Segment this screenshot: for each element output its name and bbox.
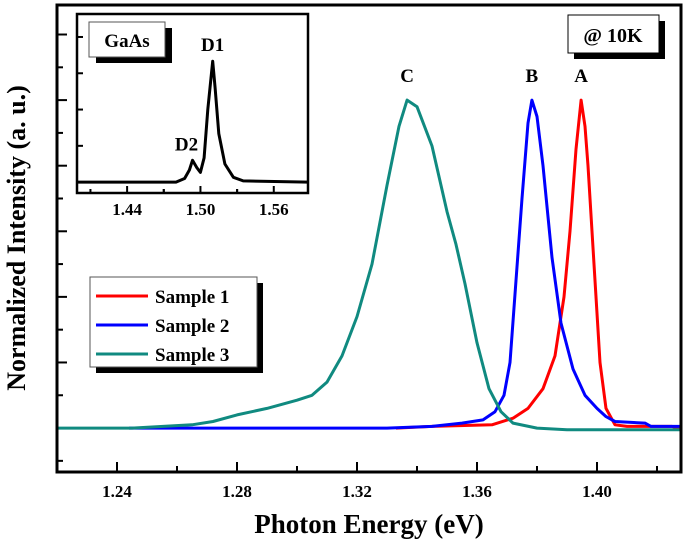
- inset-series-line-gaas: [77, 59, 309, 184]
- legend-label-sample-3: Sample 3: [155, 345, 229, 366]
- inset-title: GaAs: [104, 31, 149, 52]
- series-line-sample-2: [129, 98, 681, 430]
- inset-peak-labels: D1 D2: [175, 35, 224, 155]
- legend-label-sample-1: Sample 1: [155, 287, 229, 308]
- series-line-sample-1: [395, 98, 682, 432]
- x-tick-label: 1.36: [462, 482, 492, 501]
- temperature-label: @ 10K: [583, 25, 643, 47]
- x-tick-label: 1.24: [102, 482, 132, 501]
- inset-x-tick-label: 1.50: [186, 200, 216, 219]
- inset-series-line: [77, 59, 309, 184]
- legend: Sample 1 Sample 2 Sample 3: [89, 276, 263, 373]
- temperature-annotation: @ 10K: [567, 14, 665, 59]
- peak-label-a: A: [574, 66, 588, 87]
- x-tick-label: 1.32: [342, 482, 372, 501]
- inset-peak-label-d1: D1: [201, 35, 224, 56]
- main-series-lines: [57, 98, 682, 432]
- inset-x-tick-label: 1.56: [259, 200, 289, 219]
- inset-peak-label-d2: D2: [175, 134, 198, 155]
- x-tick-label: 1.28: [222, 482, 252, 501]
- inset-title-box: GaAs: [88, 21, 172, 63]
- inset-gaas-spectrum: 1.44 1.50 1.56 GaAs D1 D2: [75, 12, 310, 219]
- legend-label-sample-2: Sample 2: [155, 316, 229, 337]
- inset-x-tick-label: 1.44: [112, 200, 142, 219]
- x-axis-label: Photon Energy (eV): [254, 509, 483, 539]
- y-axis-label: Normalized Intensity (a. u.): [2, 85, 31, 390]
- peak-label-b: B: [526, 66, 539, 87]
- main-plot-frame: [55, 3, 683, 474]
- main-axis-ticks: 1.24 1.28 1.32 1.36 1.40: [57, 33, 658, 501]
- series-line-sample-3: [57, 98, 681, 432]
- x-tick-label: 1.40: [582, 482, 612, 501]
- peak-label-c: C: [400, 66, 414, 87]
- inset-frame: [75, 12, 310, 195]
